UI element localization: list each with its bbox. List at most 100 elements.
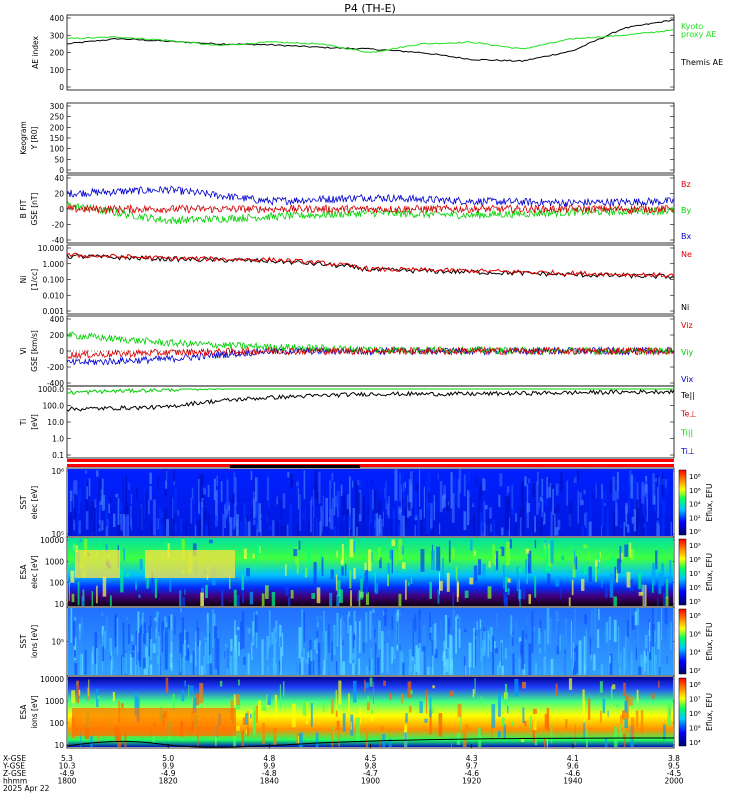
spectrogram-texture — [187, 644, 189, 648]
spectrogram-texture — [340, 619, 342, 660]
spectrogram-texture — [400, 484, 402, 512]
colorbar-tick: 10⁶ — [689, 630, 701, 638]
spectrogram-texture — [626, 571, 631, 588]
spectrogram-texture — [351, 480, 354, 488]
spectrogram-texture — [625, 505, 628, 527]
spectrogram-texture — [393, 660, 396, 675]
ytick-label: 100 — [50, 66, 65, 75]
spectrogram-texture — [222, 513, 224, 536]
ylabel: Vi — [19, 347, 28, 354]
spectrogram-texture — [590, 489, 592, 523]
spectrogram-texture — [333, 661, 336, 671]
spectrogram-texture — [274, 639, 277, 675]
spectrogram-texture — [305, 702, 307, 717]
spectrogram-texture — [77, 515, 79, 536]
spectrogram-texture — [84, 650, 87, 675]
spectrogram-texture — [313, 489, 315, 518]
spectrogram-texture — [75, 545, 78, 553]
spectrogram-texture — [640, 710, 644, 734]
spectrogram-texture — [164, 616, 167, 634]
esa-i-bottom-trace — [66, 737, 675, 748]
spectrogram-texture — [622, 710, 625, 720]
spectrogram-texture — [273, 728, 277, 746]
spectrogram-texture — [366, 702, 370, 711]
spectrogram-texture — [302, 513, 304, 519]
spectrogram-texture — [328, 656, 331, 675]
spectrogram-texture — [438, 713, 443, 737]
spectrogram-texture — [261, 710, 264, 717]
spectrogram-texture — [71, 593, 75, 603]
spectrogram-texture — [324, 631, 327, 660]
spectrogram-texture — [78, 520, 81, 534]
spectrogram-texture — [123, 548, 126, 561]
spectrogram-texture — [544, 542, 546, 557]
spectrogram-texture — [365, 612, 368, 643]
spectrogram-texture — [371, 626, 374, 659]
spectrogram-texture — [252, 712, 255, 737]
series-group-ae_index — [66, 19, 675, 63]
spectrogram-texture — [365, 682, 369, 689]
spectrogram-texture — [274, 694, 278, 717]
spectrogram-texture — [383, 660, 386, 675]
xtick-label: 1800 — [57, 777, 76, 786]
spectrogram-texture — [184, 640, 187, 656]
ytick-label: -200 — [47, 363, 64, 372]
spectrogram-texture — [277, 665, 280, 675]
spectrogram-texture — [341, 544, 344, 565]
spectrogram-texture — [321, 557, 324, 576]
series-ne — [66, 252, 675, 278]
spectrogram-texture — [205, 584, 208, 598]
spectrogram-texture — [546, 567, 550, 573]
ytick-label: 200 — [50, 49, 65, 58]
spectrogram-texture — [583, 566, 587, 575]
colorbar-label: Eflux, EFU — [705, 623, 714, 661]
spectrogram-texture — [405, 481, 407, 489]
spectrogram-texture — [654, 478, 657, 482]
spectrogram-texture — [149, 472, 152, 485]
spectrogram-texture — [185, 520, 187, 536]
spectrogram-texture — [396, 621, 399, 645]
spectrogram-texture — [526, 484, 529, 513]
ytick-label: 400 — [50, 315, 65, 324]
spectrogram-texture — [152, 632, 155, 640]
spectrogram-texture — [329, 480, 332, 516]
xtick-label: -4.9 — [161, 769, 176, 778]
spectrogram-texture — [126, 514, 130, 536]
spectrogram-texture — [374, 571, 376, 593]
spectrogram-texture — [340, 555, 342, 560]
xaxis-row-label: X-GSE — [3, 754, 26, 763]
spectrogram-texture — [126, 573, 129, 577]
spectrogram-texture — [565, 719, 568, 730]
spectrogram-texture — [439, 481, 443, 513]
spectrogram-texture — [96, 585, 98, 604]
ytick-label: 1.000 — [43, 260, 65, 269]
spectrogram-texture — [85, 511, 89, 530]
spectrogram-texture — [573, 633, 576, 639]
spectrogram-texture — [450, 659, 454, 675]
spectrogram-texture — [431, 550, 435, 570]
spectrogram-texture — [267, 471, 270, 509]
ytick-label: 0.1 — [52, 451, 64, 460]
spectrogram-texture — [646, 498, 648, 522]
spectrogram-texture — [583, 636, 586, 675]
spectrogram-texture — [254, 711, 257, 735]
spectrogram-texture — [396, 499, 399, 517]
spectrogram-texture — [604, 490, 607, 500]
spectrogram-texture — [202, 500, 205, 506]
legend-te: Te⊥ — [680, 410, 696, 419]
spectrogram-texture — [450, 472, 453, 509]
spectrogram-texture — [417, 648, 421, 675]
spectrogram-texture — [102, 646, 104, 662]
spectrogram-texture — [662, 499, 666, 516]
spectrogram-texture — [537, 471, 539, 486]
spectrogram-texture — [407, 581, 410, 586]
spectrogram-texture — [630, 717, 635, 740]
spectrogram-texture — [356, 480, 360, 486]
spectrogram-texture — [299, 494, 301, 531]
spectrogram-texture — [441, 496, 444, 510]
spectrogram-texture — [525, 559, 527, 583]
spectrogram-texture — [479, 619, 482, 629]
spectrogram-texture — [240, 521, 243, 536]
spectrogram-texture — [318, 472, 321, 504]
